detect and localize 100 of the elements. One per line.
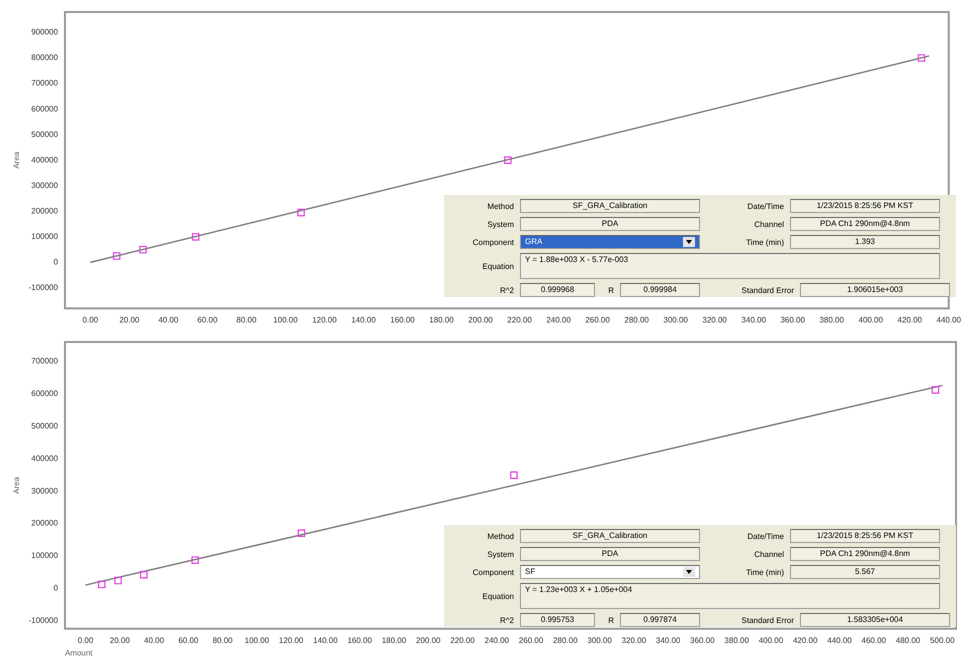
y-axis-title: Area xyxy=(12,476,22,494)
x-tick-label: 20.00 xyxy=(110,636,130,645)
x-tick-label: 340.00 xyxy=(741,315,766,324)
annotation: Date/Time xyxy=(746,532,785,540)
x-tick-label: 160.00 xyxy=(390,315,416,324)
x-tick-label: 280.00 xyxy=(624,315,650,324)
x-tick-label: 220.00 xyxy=(450,636,476,645)
y-tick-label: 700000 xyxy=(31,356,58,366)
y-tick-label: -100000 xyxy=(28,283,59,292)
point xyxy=(98,580,106,588)
annotation: Method xyxy=(486,532,515,540)
text-field: 0.995753 xyxy=(520,613,595,627)
annotation: System xyxy=(486,550,515,558)
y-tick-label: 400000 xyxy=(31,454,58,463)
x-tick-label: 240.00 xyxy=(484,636,510,645)
x-tick-label: 380.00 xyxy=(819,315,844,324)
y-tick-label: 200000 xyxy=(31,518,58,528)
point xyxy=(192,233,200,241)
text-field: SF_GRA_Calibration xyxy=(520,199,700,213)
x-tick-label: 100.00 xyxy=(273,315,298,324)
x-tick-label: 20.00 xyxy=(119,315,140,324)
annotation: R xyxy=(607,616,615,624)
x-tick-label: 120.00 xyxy=(312,315,338,324)
point xyxy=(932,386,940,394)
x-tick-label: 420.00 xyxy=(898,315,923,324)
x-tick-label: 480.00 xyxy=(896,636,921,645)
x-tick-label: 180.00 xyxy=(382,636,407,645)
x-tick-label: 160.00 xyxy=(347,636,372,645)
annotation: R^2 xyxy=(499,616,515,624)
text-field: 0.999968 xyxy=(520,283,595,297)
y-tick-label: 500000 xyxy=(31,421,58,430)
x-tick-label: 220.00 xyxy=(507,315,532,324)
point xyxy=(140,570,148,578)
y-tick-label: 100000 xyxy=(31,232,58,242)
x-tick-label: 380.00 xyxy=(724,636,750,645)
text-field: 0.997874 xyxy=(620,613,700,627)
x-tick-label: 400.00 xyxy=(858,315,884,324)
x-tick-label: 80.00 xyxy=(212,636,234,645)
annotation: Component xyxy=(472,568,515,576)
point xyxy=(114,576,122,584)
point xyxy=(297,208,305,216)
text-field: PDA Ch1 290nm@4.8nm xyxy=(790,217,940,231)
x-tick-label: 240.00 xyxy=(546,315,572,324)
annotation: Time (min) xyxy=(745,238,785,246)
point xyxy=(510,471,518,479)
annotation: R^2 xyxy=(499,286,515,294)
x-tick-label: 100.00 xyxy=(244,636,270,645)
annotation: Component xyxy=(472,238,515,246)
x-tick-label: 440.00 xyxy=(936,315,962,324)
x-tick-label: 80.00 xyxy=(236,315,257,324)
text-field: SF_GRA_Calibration xyxy=(520,529,700,543)
annotation: Equation xyxy=(481,262,515,270)
x-tick-label: 500.00 xyxy=(930,636,956,645)
text-field: 1.393 xyxy=(790,235,940,249)
point xyxy=(298,529,306,537)
x-tick-label: 320.00 xyxy=(622,636,647,645)
point xyxy=(191,556,199,564)
x-tick-label: 60.00 xyxy=(197,315,218,324)
y-tick-label: 0 xyxy=(54,258,59,267)
annotation: Standard Error xyxy=(740,286,795,294)
x-tick-label: 400.00 xyxy=(758,636,784,645)
x-axis-title: Amount xyxy=(64,648,94,658)
x-tick-label: 260.00 xyxy=(518,636,544,645)
y-tick-label: 600000 xyxy=(31,389,58,398)
y-tick-label: 700000 xyxy=(31,78,58,88)
text-field: PDA xyxy=(520,547,700,561)
x-tick-label: 40.00 xyxy=(158,315,179,324)
y-tick-label: 500000 xyxy=(31,130,58,139)
annotation: System xyxy=(486,220,515,228)
x-tick-label: 200.00 xyxy=(468,315,494,324)
point xyxy=(504,156,512,164)
annotation: Standard Error xyxy=(740,616,795,624)
point xyxy=(139,246,147,254)
y-tick-label: 900000 xyxy=(31,28,58,37)
x-tick-label: 460.00 xyxy=(862,636,887,645)
x-tick-label: 340.00 xyxy=(656,636,681,645)
x-tick-label: 320.00 xyxy=(702,315,728,324)
x-tick-label: 360.00 xyxy=(690,636,716,645)
x-tick-label: 300.00 xyxy=(663,315,688,324)
x-tick-label: 0.00 xyxy=(78,636,94,645)
x-tick-label: 280.00 xyxy=(553,636,578,645)
text-field: 5.567 xyxy=(790,565,940,579)
dropdown-field: SF xyxy=(520,565,700,579)
y-tick-label: -100000 xyxy=(28,616,59,625)
x-tick-label: 360.00 xyxy=(780,315,806,324)
x-tick-label: 300.00 xyxy=(587,636,612,645)
text-field: 1.906015e+003 xyxy=(800,283,950,297)
text-field: 1/23/2015 8:25:56 PM KST xyxy=(790,199,940,213)
annotation: Method xyxy=(486,202,515,210)
annotation: Channel xyxy=(753,220,785,228)
annotation: SF xyxy=(525,566,536,578)
text-field: 0.999984 xyxy=(620,283,700,297)
text-field: Y = 1.88e+003 X - 5.77e-003 xyxy=(520,253,940,279)
text-field: PDA Ch1 290nm@4.8nm xyxy=(790,547,940,561)
y-tick-label: 300000 xyxy=(31,486,58,496)
annotation: Time (min) xyxy=(745,568,785,576)
y-tick-label: 800000 xyxy=(31,53,58,62)
text-field: 1.583305e+004 xyxy=(800,613,950,627)
x-tick-label: 60.00 xyxy=(178,636,199,645)
text-field: 1/23/2015 8:25:56 PM KST xyxy=(790,529,940,543)
